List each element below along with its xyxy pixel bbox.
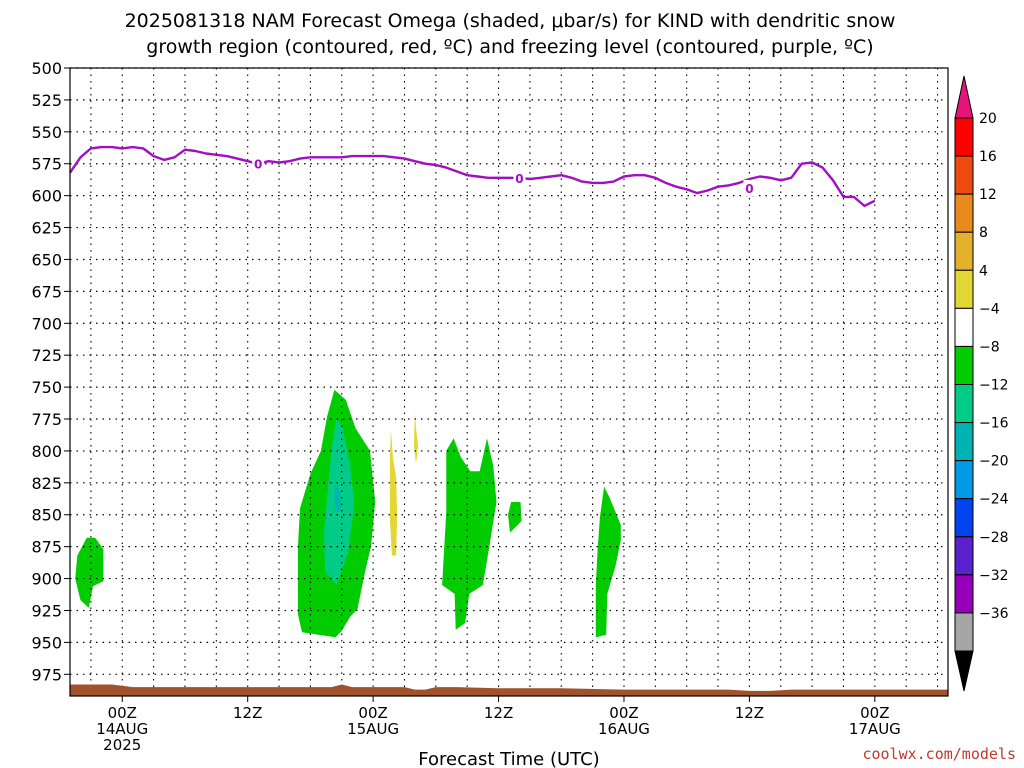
x-tick-label-3-2: 15AUG (347, 720, 399, 738)
y-tick-label-775: 775 (31, 410, 62, 429)
colorbar-label-12: −28 (979, 530, 1009, 546)
x-tick-label-1-1: 00Z (108, 704, 137, 722)
y-tick-label-675: 675 (31, 282, 62, 301)
x-tick-label-4-1: 12Z (484, 704, 513, 722)
colorbar-swatch-2 (954, 155, 974, 195)
y-tick-label-850: 850 (31, 506, 62, 525)
y-tick-label-600: 600 (31, 187, 62, 206)
y-tick-label-625: 625 (31, 219, 62, 238)
colorbar-label-2: 16 (979, 149, 997, 165)
x-axis-title: Forecast Time (UTC) (418, 749, 599, 768)
freezing-level-label-bg-2 (513, 169, 526, 186)
colorbar-swatch-12 (954, 536, 974, 576)
y-tick-label-875: 875 (31, 538, 62, 557)
x-tick-label-1-3: 2025 (103, 736, 141, 754)
x-tick-label-5-2: 16AUG (598, 720, 650, 738)
colorbar-swatch-8 (954, 384, 974, 424)
colorbar-label-3: 12 (979, 187, 997, 203)
x-tick-label-7-2: 17AUG (849, 720, 901, 738)
colorbar: 20 16 12 8 4 −4 −8 −12 −16 −20 −24 −28 −32 −36 (954, 75, 1009, 692)
colorbar-label-9: −16 (979, 416, 1009, 432)
y-tick-label-650: 650 (31, 250, 62, 269)
x-tick-label-1-2: 14AUG (96, 720, 148, 738)
x-tick-label-6-1: 12Z (735, 704, 764, 722)
omega-region-4 (334, 484, 341, 513)
freezing-level-label-1: 0 (254, 158, 262, 172)
freezing-level-label-3: 0 (745, 182, 753, 196)
y-tick-label-950: 950 (31, 633, 62, 652)
colorbar-label-10: −20 (979, 454, 1009, 470)
colorbar-top-arrow (954, 75, 974, 119)
y-tick-label-750: 750 (31, 378, 62, 397)
freezing-level-label-bg-1 (252, 155, 265, 172)
colorbar-swatch-1 (954, 117, 974, 157)
plot-frame (69, 67, 949, 697)
colorbar-label-1: 20 (979, 111, 997, 127)
colorbar-swatch-13 (954, 574, 974, 614)
colorbar-swatch-5 (954, 269, 974, 309)
colorbar-swatch-9 (954, 422, 974, 462)
y-tick-label-800: 800 (31, 442, 62, 461)
colorbar-swatch-3 (954, 193, 974, 233)
colorbar-label-4: 8 (979, 225, 988, 241)
x-tick-label-3-1: 00Z (358, 704, 387, 722)
colorbar-label-5: 4 (979, 263, 988, 279)
freezing-level-label-bg-3 (743, 179, 756, 196)
terrain-band (70, 684, 948, 696)
colorbar-bottom-arrow (954, 650, 974, 692)
omega-region-5 (389, 429, 398, 556)
colorbar-swatch-4 (954, 231, 974, 271)
y-tick-label-925: 925 (31, 601, 62, 620)
y-tick-label-725: 725 (31, 346, 62, 365)
y-tick-label-700: 700 (31, 314, 62, 333)
colorbar-swatch-11 (954, 498, 974, 538)
chart-title-line-1: 2025081318 NAM Forecast Omega (shaded, μ… (125, 10, 896, 32)
colorbar-label-6: −4 (979, 301, 1000, 317)
chart-title-line-2: growth region (contoured, red, ºC) and f… (146, 36, 873, 58)
omega-region-7 (442, 438, 497, 630)
colorbar-swatch-6 (954, 307, 974, 347)
y-tick-label-500: 500 (31, 59, 62, 78)
x-tick-label-2-1: 12Z (233, 704, 262, 722)
colorbar-label-8: −12 (979, 378, 1009, 394)
x-tick-label-7-1: 00Z (860, 704, 889, 722)
freezing-level-label-2: 0 (515, 172, 523, 186)
colorbar-swatch-10 (954, 460, 974, 500)
omega-region-8 (508, 502, 522, 533)
y-tick-label-825: 825 (31, 474, 62, 493)
colorbar-swatch-7 (954, 345, 974, 385)
freezing-level-line (69, 145, 876, 208)
plot-background (70, 68, 948, 696)
y-tick-label-900: 900 (31, 570, 62, 589)
colorbar-swatch-14 (954, 612, 974, 652)
colorbar-label-14: −36 (979, 606, 1009, 622)
credit-text: coolwx.com/models (862, 745, 1016, 763)
colorbar-label-11: −24 (979, 492, 1009, 508)
y-tick-label-575: 575 (31, 155, 62, 174)
omega-region-1 (75, 537, 104, 608)
colorbar-label-13: −32 (979, 568, 1009, 584)
y-tick-label-525: 525 (31, 91, 62, 110)
plot-area: 500 525 550 575 600 625 650 675 700 725 750 775 800 8… (31, 59, 949, 754)
x-tick-label-5-1: 00Z (609, 704, 638, 722)
y-tick-label-975: 975 (31, 665, 62, 684)
y-tick-label-550: 550 (31, 123, 62, 142)
omega-region-9 (595, 486, 621, 638)
colorbar-label-7: −8 (979, 339, 1000, 355)
